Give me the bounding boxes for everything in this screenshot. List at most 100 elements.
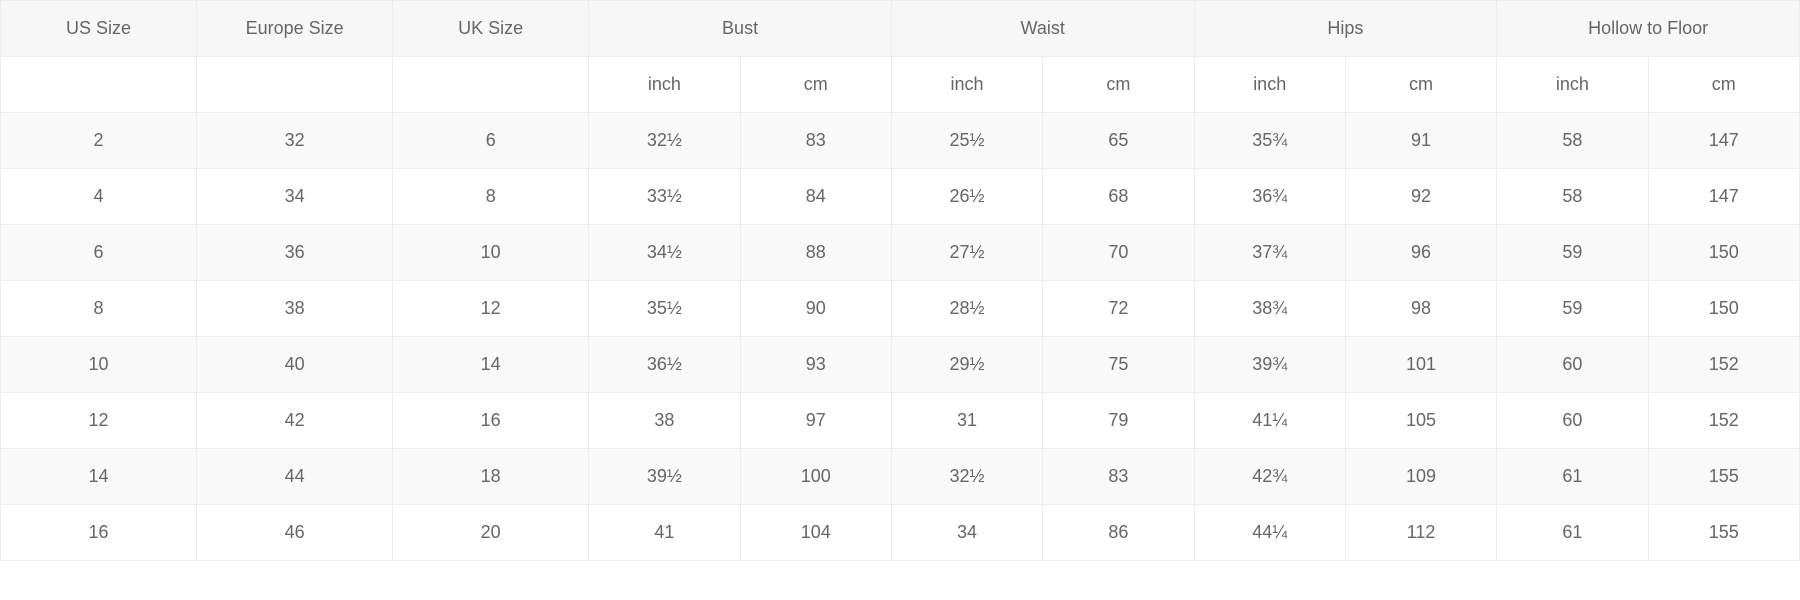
cell: 92	[1345, 169, 1496, 225]
table-row: 2 32 6 32½ 83 25½ 65 35¾ 91 58 147	[1, 113, 1800, 169]
cell: 88	[740, 225, 891, 281]
col-header-waist: Waist	[891, 1, 1194, 57]
cell: 152	[1648, 393, 1799, 449]
cell: 36½	[589, 337, 740, 393]
cell: 42¾	[1194, 449, 1345, 505]
cell: 34	[891, 505, 1042, 561]
sub-header-cell: cm	[1345, 57, 1496, 113]
col-header-hollow: Hollow to Floor	[1497, 1, 1800, 57]
cell: 12	[393, 281, 589, 337]
cell: 10	[1, 337, 197, 393]
cell: 150	[1648, 225, 1799, 281]
cell: 10	[393, 225, 589, 281]
cell: 32½	[589, 113, 740, 169]
sub-header-row: inch cm inch cm inch cm inch cm	[1, 57, 1800, 113]
cell: 70	[1043, 225, 1194, 281]
table-row: 10 40 14 36½ 93 29½ 75 39¾ 101 60 152	[1, 337, 1800, 393]
cell: 150	[1648, 281, 1799, 337]
cell: 18	[393, 449, 589, 505]
cell: 75	[1043, 337, 1194, 393]
cell: 26½	[891, 169, 1042, 225]
cell: 112	[1345, 505, 1496, 561]
cell: 28½	[891, 281, 1042, 337]
cell: 93	[740, 337, 891, 393]
cell: 97	[740, 393, 891, 449]
cell: 8	[393, 169, 589, 225]
cell: 42	[197, 393, 393, 449]
cell: 4	[1, 169, 197, 225]
cell: 14	[1, 449, 197, 505]
cell: 44¼	[1194, 505, 1345, 561]
cell: 31	[891, 393, 1042, 449]
cell: 101	[1345, 337, 1496, 393]
cell: 98	[1345, 281, 1496, 337]
cell: 147	[1648, 113, 1799, 169]
cell: 44	[197, 449, 393, 505]
cell: 109	[1345, 449, 1496, 505]
cell: 16	[1, 505, 197, 561]
cell: 14	[393, 337, 589, 393]
cell: 41¼	[1194, 393, 1345, 449]
cell: 58	[1497, 113, 1648, 169]
sub-header-cell: inch	[1194, 57, 1345, 113]
cell: 12	[1, 393, 197, 449]
cell: 33½	[589, 169, 740, 225]
cell: 39½	[589, 449, 740, 505]
cell: 35½	[589, 281, 740, 337]
cell: 25½	[891, 113, 1042, 169]
cell: 34½	[589, 225, 740, 281]
col-header-uk-size: UK Size	[393, 1, 589, 57]
cell: 61	[1497, 449, 1648, 505]
cell: 35¾	[1194, 113, 1345, 169]
sub-header-cell: cm	[1043, 57, 1194, 113]
table-row: 8 38 12 35½ 90 28½ 72 38¾ 98 59 150	[1, 281, 1800, 337]
cell: 32	[197, 113, 393, 169]
sub-header-cell: inch	[891, 57, 1042, 113]
cell: 46	[197, 505, 393, 561]
cell: 60	[1497, 337, 1648, 393]
cell: 59	[1497, 225, 1648, 281]
cell: 96	[1345, 225, 1496, 281]
table-row: 16 46 20 41 104 34 86 44¼ 112 61 155	[1, 505, 1800, 561]
cell: 36	[197, 225, 393, 281]
cell: 72	[1043, 281, 1194, 337]
cell: 6	[1, 225, 197, 281]
cell: 38	[589, 393, 740, 449]
col-header-bust: Bust	[589, 1, 892, 57]
sub-header-cell	[197, 57, 393, 113]
cell: 61	[1497, 505, 1648, 561]
cell: 6	[393, 113, 589, 169]
cell: 155	[1648, 449, 1799, 505]
header-row: US Size Europe Size UK Size Bust Waist H…	[1, 1, 1800, 57]
col-header-us-size: US Size	[1, 1, 197, 57]
cell: 100	[740, 449, 891, 505]
cell: 104	[740, 505, 891, 561]
sub-header-cell: inch	[589, 57, 740, 113]
cell: 155	[1648, 505, 1799, 561]
cell: 91	[1345, 113, 1496, 169]
cell: 147	[1648, 169, 1799, 225]
sub-header-cell: cm	[740, 57, 891, 113]
cell: 37¾	[1194, 225, 1345, 281]
cell: 29½	[891, 337, 1042, 393]
cell: 38	[197, 281, 393, 337]
cell: 84	[740, 169, 891, 225]
table-row: 14 44 18 39½ 100 32½ 83 42¾ 109 61 155	[1, 449, 1800, 505]
cell: 86	[1043, 505, 1194, 561]
cell: 83	[740, 113, 891, 169]
table-row: 4 34 8 33½ 84 26½ 68 36¾ 92 58 147	[1, 169, 1800, 225]
table-row: 12 42 16 38 97 31 79 41¼ 105 60 152	[1, 393, 1800, 449]
cell: 59	[1497, 281, 1648, 337]
cell: 20	[393, 505, 589, 561]
cell: 27½	[891, 225, 1042, 281]
cell: 8	[1, 281, 197, 337]
size-chart-table: US Size Europe Size UK Size Bust Waist H…	[0, 0, 1800, 561]
table-row: 6 36 10 34½ 88 27½ 70 37¾ 96 59 150	[1, 225, 1800, 281]
col-header-europe-size: Europe Size	[197, 1, 393, 57]
cell: 16	[393, 393, 589, 449]
sub-header-cell: inch	[1497, 57, 1648, 113]
cell: 41	[589, 505, 740, 561]
cell: 83	[1043, 449, 1194, 505]
cell: 60	[1497, 393, 1648, 449]
cell: 40	[197, 337, 393, 393]
